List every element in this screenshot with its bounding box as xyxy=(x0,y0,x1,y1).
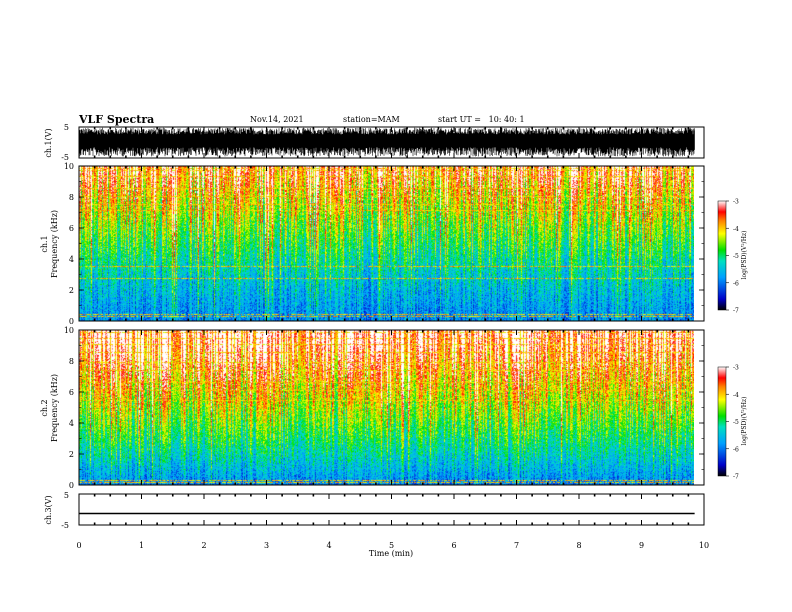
colorbar-tick-label: -6 xyxy=(733,280,739,287)
ch1-freq-ticks: 0 2 4 6 8 10 xyxy=(64,162,704,326)
colorbar-tick-label: -3 xyxy=(733,199,739,206)
freq-tick-label: 10 xyxy=(64,326,74,335)
time-axis-tick-labels: 0 1 2 3 4 5 6 7 8 9 10 xyxy=(76,541,709,550)
ch2-channel-label: ch.2 xyxy=(40,399,49,416)
time-tick-label: 1 xyxy=(139,541,144,550)
station-label: station=MAM xyxy=(343,115,400,124)
ch3-waveform-panel: 5 -5 ch.3(V) xyxy=(44,491,705,530)
ch2-colorbar-gradient xyxy=(717,366,727,477)
ch2-spectrogram-panel: 0 2 4 6 8 10 ch.2 Frequency (kHz) xyxy=(40,326,705,490)
ch3-ytick-top: 5 xyxy=(64,491,69,500)
ch1-colorbar: -3 -4 -5 -6 -7 log(PSD)(V²/Hz) xyxy=(717,199,748,315)
ch1-channel-label: ch.1 xyxy=(40,235,49,252)
freq-tick-label: 0 xyxy=(69,317,74,326)
freq-tick-label: 6 xyxy=(69,388,74,397)
time-tick-label: 4 xyxy=(326,541,331,550)
ch1-waveform-ylabel: ch.1(V) xyxy=(44,128,53,157)
time-tick-label: 3 xyxy=(264,541,269,550)
colorbar-tick-label: -7 xyxy=(733,308,739,315)
freq-tick-label: 2 xyxy=(69,450,74,459)
ch1-spectrogram-image xyxy=(79,166,694,321)
ch1-ytick-top: 5 xyxy=(64,123,69,132)
colorbar-tick-label: -5 xyxy=(733,253,739,260)
colorbar-tick-label: -7 xyxy=(733,474,739,481)
ch2-colorbar: -3 -4 -5 -6 -7 log(PSD)(V²/Hz) xyxy=(717,365,748,481)
ch3-ytick-bottom: -5 xyxy=(61,521,69,530)
date-label: Nov.14, 2021 xyxy=(250,115,304,124)
time-tick-label: 7 xyxy=(514,541,519,550)
time-tick-label: 6 xyxy=(451,541,456,550)
time-tick-label: 9 xyxy=(639,541,644,550)
freq-tick-label: 6 xyxy=(69,224,74,233)
ch1-colorbar-gradient xyxy=(717,200,727,311)
ch2-colorbar-label: log(PSD)(V²/Hz) xyxy=(741,397,748,446)
time-tick-label: 0 xyxy=(76,541,81,550)
ch2-colorbar-ticks: -3 -4 -5 -6 -7 xyxy=(726,365,739,481)
ch1-colorbar-label: log(PSD)(V²/Hz) xyxy=(741,231,748,280)
freq-tick-label: 8 xyxy=(69,193,74,202)
colorbar-tick-label: -4 xyxy=(733,226,739,233)
freq-tick-label: 0 xyxy=(69,481,74,490)
colorbar-tick-label: -6 xyxy=(733,446,739,453)
ch2-freq-ylabel: Frequency (kHz) xyxy=(50,374,59,442)
freq-tick-label: 10 xyxy=(64,162,74,171)
ch1-freq-ylabel: Frequency (kHz) xyxy=(50,210,59,278)
freq-tick-label: 4 xyxy=(69,419,74,428)
ch1-waveform-panel: 5 -5 ch.1(V) xyxy=(44,123,705,162)
time-tick-label: 5 xyxy=(389,541,394,550)
ch1-waveform-trace xyxy=(78,127,695,157)
ch3-waveform-ylabel: ch.3(V) xyxy=(44,495,53,524)
ch1-spectrogram-panel: 0 2 4 6 8 10 ch.1 Frequency (kHz) xyxy=(40,162,705,326)
figure-title: VLF Spectra xyxy=(78,113,154,126)
ch2-freq-ticks: 0 2 4 6 8 10 xyxy=(64,326,704,490)
freq-tick-label: 4 xyxy=(69,255,74,264)
time-tick-label: 10 xyxy=(699,541,709,550)
time-axis-ticks xyxy=(78,127,705,525)
ch1-waveform-path xyxy=(78,127,695,157)
colorbar-tick-label: -3 xyxy=(733,365,739,372)
ch2-spectrogram-image xyxy=(79,330,694,485)
colorbar-tick-label: -4 xyxy=(733,392,739,399)
start-ut-label: start UT = 10: 40: 1 xyxy=(438,115,525,124)
ch1-ytick-bottom: -5 xyxy=(61,153,69,162)
time-tick-label: 2 xyxy=(201,541,206,550)
freq-tick-label: 2 xyxy=(69,286,74,295)
time-tick-label: 8 xyxy=(576,541,581,550)
ch1-colorbar-ticks: -3 -4 -5 -6 -7 xyxy=(726,199,739,315)
freq-tick-label: 8 xyxy=(69,357,74,366)
time-axis-label: Time (min) xyxy=(369,549,413,558)
colorbar-tick-label: -5 xyxy=(733,419,739,426)
